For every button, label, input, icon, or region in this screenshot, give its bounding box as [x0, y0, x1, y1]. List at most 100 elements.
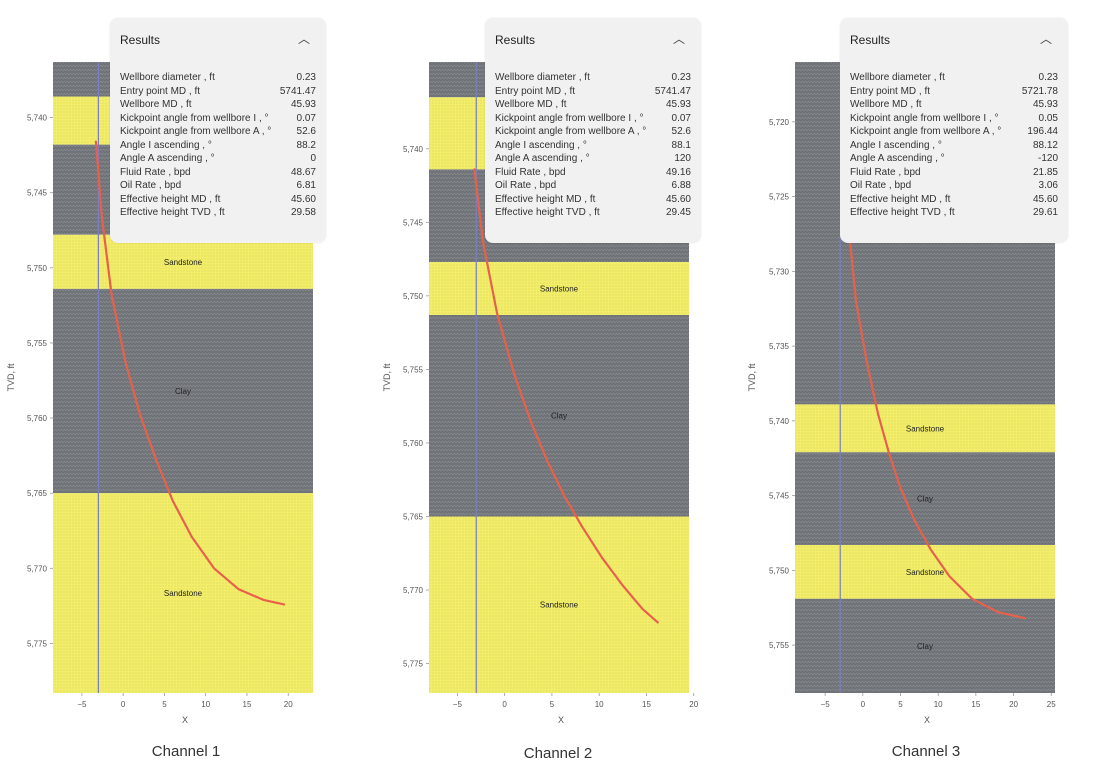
results-row: Effective height TVD , ft 29.58	[120, 207, 316, 218]
y-tick-label: 5,750	[27, 264, 48, 273]
y-tick-label: 5,755	[769, 641, 790, 650]
y-tick-label: 5,745	[27, 189, 48, 198]
x-tick-label: 0	[861, 700, 866, 709]
x-tick-label: 0	[121, 700, 126, 709]
y-tick-label: 5,745	[403, 218, 424, 227]
results-row: Angle I ascending , ° 88.12	[850, 139, 1058, 151]
results-row: Wellbore diameter , ft 0.23	[120, 72, 316, 83]
channel-caption-3: Channel 3	[891, 743, 961, 760]
y-tick-label: 5,765	[27, 489, 48, 498]
results-row: Effective height TVD , ft 29.61	[850, 207, 1058, 218]
chevron-up-icon[interactable]: ︿	[672, 32, 685, 46]
x-tick-label: 5	[550, 700, 555, 709]
y-tick-label: 5,755	[403, 365, 424, 374]
wellbore-trajectory-line	[845, 174, 1026, 620]
x-tick-label: 0	[502, 700, 507, 709]
results-row: Wellbore MD , ft 45.93	[850, 99, 1058, 110]
clay-layer	[53, 288, 313, 494]
results-row: Kickpoint angle from wellbore A , ° 52.6	[120, 126, 316, 137]
results-title: Results	[495, 33, 536, 47]
results-row: Angle I ascending , ° 88.1	[495, 139, 691, 151]
chevron-up-icon[interactable]: ︿	[297, 32, 310, 46]
layer-label: Clay	[551, 412, 567, 421]
results-row: Kickpoint angle from wellbore I , ° 0.05	[850, 112, 1058, 124]
results-row: Kickpoint angle from wellbore I , ° 0.07	[120, 112, 316, 124]
results-row: Effective height TVD , ft 29.45	[495, 207, 691, 218]
wellbore-trajectory-line	[94, 140, 286, 606]
results-title: Results	[120, 33, 161, 47]
x-tick-label: 10	[934, 700, 943, 709]
x-tick-label: 15	[971, 700, 980, 709]
layer-label: Sandstone	[540, 601, 579, 610]
sandstone-layer	[429, 516, 689, 693]
chevron-up-icon[interactable]: ︿	[1039, 32, 1052, 46]
results-row: Angle A ascending , ° 0	[120, 153, 316, 164]
results-row: Kickpoint angle from wellbore A , ° 196.4…	[850, 126, 1058, 137]
results-row: Wellbore MD , ft 45.93	[495, 99, 691, 110]
results-row: Entry point MD , ft 5741.47	[495, 85, 691, 97]
y-tick-label: 5,720	[769, 118, 790, 127]
results-row: Wellbore diameter , ft 0.23	[850, 72, 1058, 83]
x-tick-label: 5	[898, 700, 903, 709]
results-row: Fluid Rate , bpd 49.16	[495, 166, 691, 178]
y-tick-label: 5,735	[769, 342, 790, 351]
y-tick-label: 5,750	[403, 292, 424, 301]
x-tick-label: 20	[689, 700, 698, 709]
y-tick-label: 5,770	[27, 564, 48, 573]
results-panel-3: Results ︿ Wellbore diameter , ft 0.23 Ent…	[840, 18, 1068, 243]
results-row: Kickpoint angle from wellbore I , ° 0.07	[495, 112, 691, 124]
y-tick-label: 5,775	[27, 639, 48, 648]
layer-label: Sandstone	[906, 568, 945, 577]
results-row: Effective height MD , ft 45.60	[850, 193, 1058, 205]
x-tick-label: 5	[162, 700, 167, 709]
x-tick-label: −5	[453, 700, 463, 709]
channel-caption-1: Channel 1	[151, 743, 221, 760]
layer-label: Clay	[917, 495, 933, 504]
results-row: Oil Rate , bpd 3.06	[850, 180, 1058, 191]
clay-layer	[795, 452, 1055, 545]
results-row: Effective height MD , ft 45.60	[120, 193, 316, 205]
results-panel-2: Results ︿ Wellbore diameter , ft 0.23 Ent…	[485, 18, 701, 243]
sandstone-layer	[429, 262, 689, 315]
x-tick-label: −5	[821, 700, 831, 709]
results-row: Angle I ascending , ° 88.2	[120, 139, 316, 151]
sandstone-layer	[53, 234, 313, 289]
y-tick-label: 5,725	[769, 193, 790, 202]
channel-caption-2: Channel 2	[523, 745, 593, 762]
x-tick-label: 10	[201, 700, 210, 709]
layer-label: Sandstone	[164, 589, 203, 598]
y-tick-label: 5,745	[769, 492, 790, 501]
x-axis-label: X	[558, 715, 564, 725]
y-tick-label: 5,755	[27, 339, 48, 348]
layer-label: Sandstone	[906, 424, 945, 433]
y-tick-label: 5,740	[27, 114, 48, 123]
x-axis-label: X	[182, 715, 188, 725]
y-tick-label: 5,760	[403, 439, 424, 448]
results-row: Oil Rate , bpd 6.88	[495, 180, 691, 191]
results-row: Kickpoint angle from wellbore A , ° 52.6	[495, 126, 691, 137]
x-tick-label: 15	[243, 700, 252, 709]
y-tick-label: 5,750	[769, 566, 790, 575]
results-row: Fluid Rate , bpd 48.67	[120, 166, 316, 178]
results-row: Entry point MD , ft 5721.78	[850, 85, 1058, 97]
results-panel-1: Results ︿ Wellbore diameter , ft 0.23 Ent…	[110, 18, 326, 243]
x-tick-label: 20	[1009, 700, 1018, 709]
results-row: Angle A ascending , ° 120	[495, 153, 691, 164]
y-axis-label: TVD, ft	[6, 363, 16, 392]
x-tick-label: −5	[77, 700, 87, 709]
y-tick-label: 5,760	[27, 414, 48, 423]
wellbore-trajectory-line	[473, 168, 659, 624]
results-row: Wellbore MD , ft 45.93	[120, 99, 316, 110]
x-tick-label: 10	[595, 700, 604, 709]
x-tick-label: 25	[1047, 700, 1056, 709]
y-tick-label: 5,770	[403, 586, 424, 595]
layer-label: Clay	[175, 387, 191, 396]
results-row: Angle A ascending , ° -120	[850, 153, 1058, 164]
y-axis-label: TVD, ft	[747, 363, 757, 392]
results-row: Fluid Rate , bpd 21.85	[850, 166, 1058, 178]
results-row: Entry point MD , ft 5741.47	[120, 85, 316, 97]
y-tick-label: 5,730	[769, 267, 790, 276]
y-tick-label: 5,765	[403, 512, 424, 521]
sandstone-layer	[795, 404, 1055, 453]
results-title: Results	[850, 33, 891, 47]
